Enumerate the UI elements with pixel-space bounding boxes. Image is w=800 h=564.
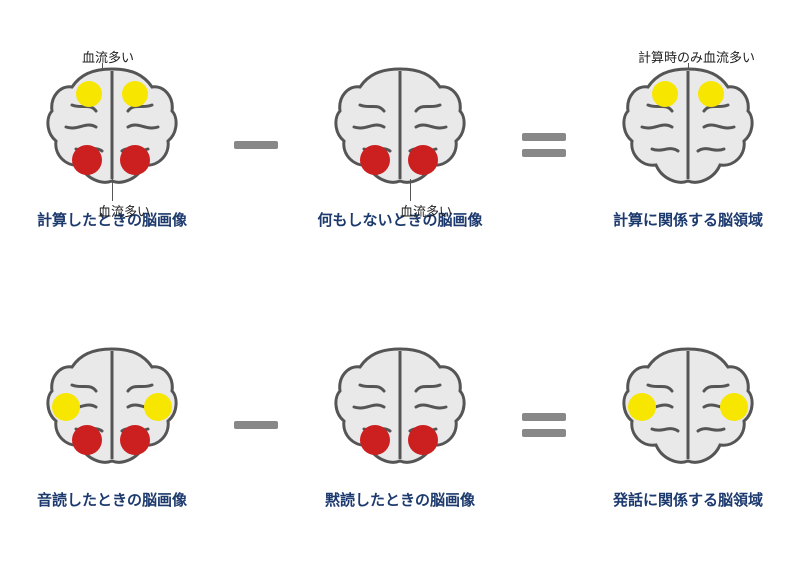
dot-side-right [720, 393, 748, 421]
minus-op [226, 360, 286, 490]
annot-line [112, 179, 113, 201]
equals-op [514, 360, 574, 490]
dot-front-right [122, 81, 148, 107]
dot-front-right [698, 81, 724, 107]
row-2: 音読したときの脳画像 黙読したときの脳画像 発話に関係する脳領域 [0, 300, 800, 550]
dot-side-left [628, 393, 656, 421]
dot-side-right [144, 393, 172, 421]
dot-back-right [408, 425, 438, 455]
dot-front-left [76, 81, 102, 107]
dot-front-left [652, 81, 678, 107]
caption: 発話に関係する脳領域 [613, 489, 763, 510]
dot-back-right [120, 145, 150, 175]
brain-wrap [618, 61, 758, 191]
brain-2-1: 音読したときの脳画像 [2, 341, 222, 510]
equals-op [514, 80, 574, 210]
brain-icon [330, 341, 470, 471]
row-1: 血流多い 血流多い 計算したときの脳画像 [0, 20, 800, 270]
dot-back-left [72, 425, 102, 455]
brain-wrap [330, 61, 470, 191]
annot-bottom: 血流多い [98, 201, 150, 220]
brain-1-3: 計算時のみ血流多い 計算に関係する脳領域 [578, 61, 798, 230]
brain-wrap [618, 341, 758, 471]
dot-side-left [52, 393, 80, 421]
minus-op [226, 80, 286, 210]
dot-back-right [408, 145, 438, 175]
dot-back-left [360, 425, 390, 455]
brain-icon [42, 61, 182, 191]
brain-icon [618, 61, 758, 191]
brain-icon [330, 61, 470, 191]
dot-back-right [120, 425, 150, 455]
brain-2-3: 発話に関係する脳領域 [578, 341, 798, 510]
annot-line [410, 179, 411, 201]
brain-1-2: 血流多い 何もしないときの脳画像 [290, 61, 510, 230]
brain-wrap [42, 61, 182, 191]
caption: 黙読したときの脳画像 [325, 489, 475, 510]
caption: 音読したときの脳画像 [37, 489, 187, 510]
caption: 計算に関係する脳領域 [613, 209, 763, 230]
dot-back-left [360, 145, 390, 175]
brain-1-1: 血流多い 血流多い 計算したときの脳画像 [2, 61, 222, 230]
brain-2-2: 黙読したときの脳画像 [290, 341, 510, 510]
dot-back-left [72, 145, 102, 175]
brain-wrap [330, 341, 470, 471]
brain-wrap [42, 341, 182, 471]
annot-bottom: 血流多い [400, 201, 452, 220]
